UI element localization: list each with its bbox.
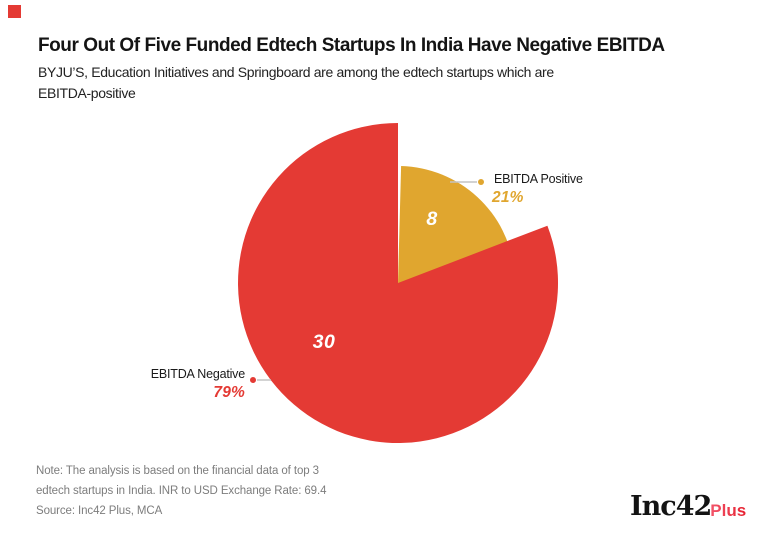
callout-ebitda-positive: EBITDA Positive 21% (492, 172, 583, 207)
callout-ebitda-negative: EBITDA Negative 79% (95, 367, 245, 402)
inc42-plus-logo: Inc42 Plus (630, 493, 746, 520)
source-line: Source: Inc42 Plus, MCA (36, 505, 163, 517)
callout-label-positive: EBITDA Positive (494, 172, 583, 186)
leader-dot-positive (478, 179, 484, 185)
chart-subtitle: BYJU’S, Education Initiatives and Spring… (38, 62, 554, 104)
slice-value-negative: 30 (312, 331, 336, 353)
chart-subtitle-line1: BYJU’S, Education Initiatives and Spring… (38, 64, 554, 80)
leader-dot-negative (250, 377, 256, 383)
footnote-line1: Note: The analysis is based on the finan… (36, 465, 319, 477)
logo-text-plus: Plus (710, 501, 747, 520)
logo-text-inc42: Inc42 (630, 491, 712, 522)
chart-title: Four Out Of Five Funded Edtech Startups … (38, 35, 665, 56)
chart-subtitle-line2: EBITDA-positive (38, 85, 136, 101)
footnote-block: Note: The analysis is based on the finan… (36, 461, 326, 521)
callout-percent-positive: 21% (492, 189, 524, 206)
brand-accent-square (8, 5, 21, 18)
callout-label-negative: EBITDA Negative (150, 367, 245, 381)
pie-slice-ebitda-negative (238, 123, 559, 443)
footnote-line2: edtech startups in India. INR to USD Exc… (36, 485, 327, 497)
slice-value-positive: 8 (426, 208, 438, 230)
callout-percent-negative: 79% (213, 384, 245, 401)
